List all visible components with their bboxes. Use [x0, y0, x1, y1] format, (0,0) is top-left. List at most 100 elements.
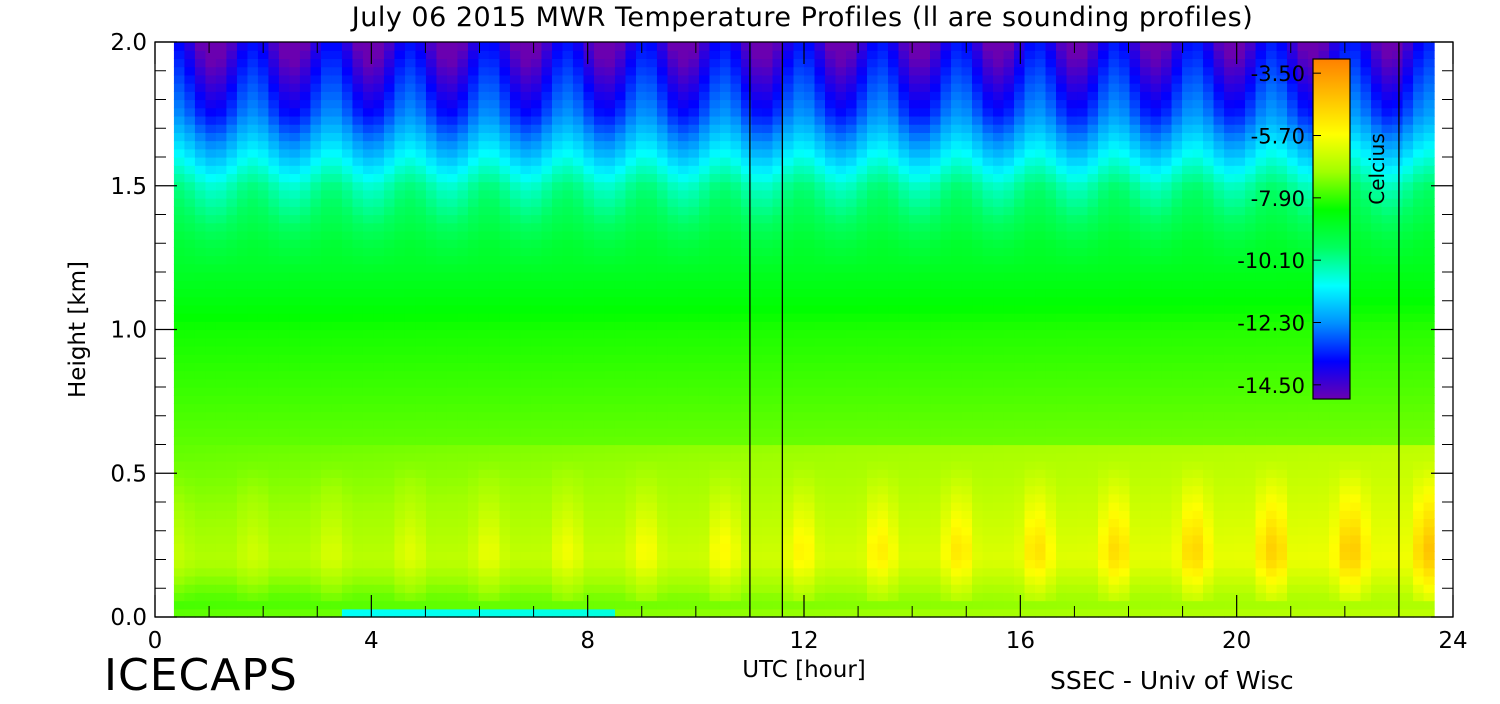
heatmap-cell: [510, 83, 521, 92]
heatmap-cell: [457, 469, 468, 478]
heatmap-cell: [573, 486, 584, 495]
heatmap-cell: [709, 100, 720, 109]
heatmap-cell: [720, 313, 731, 322]
heatmap-cell: [678, 395, 689, 404]
heatmap-cell: [247, 100, 258, 109]
heatmap-cell: [688, 58, 699, 67]
heatmap-cell: [867, 354, 878, 363]
heatmap-cell: [478, 362, 489, 371]
heatmap-cell: [699, 157, 710, 166]
heatmap-cell: [804, 354, 815, 363]
heatmap-cell: [478, 560, 489, 569]
heatmap-cell: [751, 173, 762, 182]
heatmap-cell: [720, 215, 731, 224]
heatmap-cell: [762, 67, 773, 76]
heatmap-cell: [783, 461, 794, 470]
heatmap-cell: [510, 609, 521, 618]
heatmap-cell: [247, 330, 258, 339]
heatmap-cell: [468, 346, 479, 355]
heatmap-cell: [804, 420, 815, 429]
heatmap-cell: [794, 403, 805, 412]
heatmap-cell: [289, 379, 300, 388]
heatmap-cell: [615, 132, 626, 141]
heatmap-cell: [867, 428, 878, 437]
heatmap-cell: [836, 461, 847, 470]
heatmap-cell: [615, 412, 626, 421]
heatmap-cell: [730, 149, 741, 158]
heatmap-cell: [226, 280, 237, 289]
heatmap-cell: [783, 560, 794, 569]
heatmap-cell: [899, 108, 910, 117]
heatmap-cell: [331, 132, 342, 141]
heatmap-cell: [237, 436, 248, 445]
heatmap-cell: [836, 362, 847, 371]
heatmap-cell: [709, 264, 720, 273]
heatmap-cell: [899, 346, 910, 355]
heatmap-cell: [888, 510, 899, 519]
heatmap-cell: [878, 239, 889, 248]
heatmap-cell: [615, 510, 626, 519]
heatmap-cell: [646, 601, 657, 610]
heatmap-cell: [499, 403, 510, 412]
heatmap-cell: [457, 609, 468, 618]
heatmap-cell: [909, 165, 920, 174]
heatmap-cell: [615, 272, 626, 281]
heatmap-cell: [678, 510, 689, 519]
heatmap-cell: [268, 551, 279, 560]
heatmap-cell: [625, 149, 636, 158]
heatmap-cell: [531, 330, 542, 339]
heatmap-cell: [226, 543, 237, 552]
heatmap-cell: [909, 592, 920, 601]
heatmap-cell: [709, 403, 720, 412]
heatmap-cell: [857, 223, 868, 232]
heatmap-cell: [625, 206, 636, 215]
heatmap-cell: [520, 149, 531, 158]
heatmap-cell: [174, 502, 185, 511]
heatmap-cell: [825, 330, 836, 339]
heatmap-cell: [478, 436, 489, 445]
heatmap-cell: [499, 190, 510, 199]
heatmap-cell: [783, 494, 794, 503]
heatmap-cell: [373, 75, 384, 84]
heatmap-cell: [646, 215, 657, 224]
heatmap-cell: [195, 264, 206, 273]
heatmap-cell: [615, 560, 626, 569]
heatmap-cell: [678, 436, 689, 445]
heatmap-cell: [300, 502, 311, 511]
heatmap-cell: [604, 108, 615, 117]
heatmap-cell: [636, 280, 647, 289]
heatmap-cell: [415, 338, 426, 347]
heatmap-cell: [426, 453, 437, 462]
heatmap-cell: [857, 527, 868, 536]
heatmap-cell: [709, 198, 720, 207]
heatmap-cell: [836, 609, 847, 618]
heatmap-cell: [415, 576, 426, 585]
heatmap-cell: [836, 149, 847, 158]
heatmap-cell: [857, 436, 868, 445]
heatmap-cell: [226, 297, 237, 306]
heatmap-cell: [888, 609, 899, 618]
heatmap-cell: [583, 592, 594, 601]
heatmap-cell: [899, 551, 910, 560]
heatmap-cell: [195, 272, 206, 281]
heatmap-cell: [815, 387, 826, 396]
heatmap-cell: [888, 305, 899, 314]
heatmap-cell: [541, 108, 552, 117]
heatmap-cell: [720, 182, 731, 191]
heatmap-cell: [804, 338, 815, 347]
heatmap-cell: [342, 494, 353, 503]
heatmap-cell: [646, 91, 657, 100]
heatmap-cell: [415, 502, 426, 511]
heatmap-cell: [657, 560, 668, 569]
heatmap-cell: [846, 453, 857, 462]
heatmap-cell: [300, 346, 311, 355]
heatmap-cell: [405, 50, 416, 59]
heatmap-cell: [573, 551, 584, 560]
heatmap-cell: [762, 132, 773, 141]
heatmap-cell: [583, 190, 594, 199]
heatmap-cell: [678, 543, 689, 552]
heatmap-cell: [604, 502, 615, 511]
heatmap-cell: [436, 576, 447, 585]
heatmap-cell: [888, 387, 899, 396]
heatmap-cell: [331, 173, 342, 182]
